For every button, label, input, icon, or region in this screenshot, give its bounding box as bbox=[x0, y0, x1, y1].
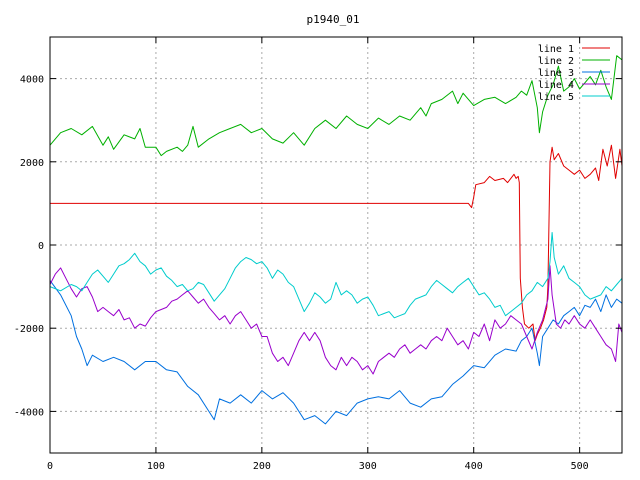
legend-label-5: line 5 bbox=[538, 92, 574, 103]
series-line-1 bbox=[50, 144, 623, 342]
series-group bbox=[49, 55, 623, 425]
series-line-5 bbox=[49, 232, 623, 319]
y-tick-label: 0 bbox=[38, 241, 44, 252]
y-tick-label: -4000 bbox=[14, 407, 44, 418]
legend-label-1: line 1 bbox=[538, 44, 574, 55]
x-tick-label: 300 bbox=[359, 461, 377, 472]
legend-label-3: line 3 bbox=[538, 68, 574, 79]
x-tick-label: 100 bbox=[147, 461, 165, 472]
axis-ticks: 0 100 200 300 400 500 -4000 -2000 0 2000 4000 bbox=[14, 37, 622, 472]
series-line-4 bbox=[49, 265, 623, 375]
y-tick-label: 4000 bbox=[20, 75, 44, 86]
y-tick-label: 2000 bbox=[20, 158, 44, 169]
series-line-3 bbox=[49, 280, 623, 425]
x-tick-label: 400 bbox=[465, 461, 483, 472]
x-tick-label: 500 bbox=[571, 461, 589, 472]
series-line-2 bbox=[49, 55, 623, 157]
y-tick-label: -2000 bbox=[14, 324, 44, 335]
chart-title: p1940_01 bbox=[307, 13, 360, 26]
x-tick-label: 0 bbox=[47, 461, 53, 472]
x-tick-label: 200 bbox=[253, 461, 271, 472]
legend-label-2: line 2 bbox=[538, 56, 574, 67]
legend-label-4: line 4 bbox=[538, 80, 574, 91]
